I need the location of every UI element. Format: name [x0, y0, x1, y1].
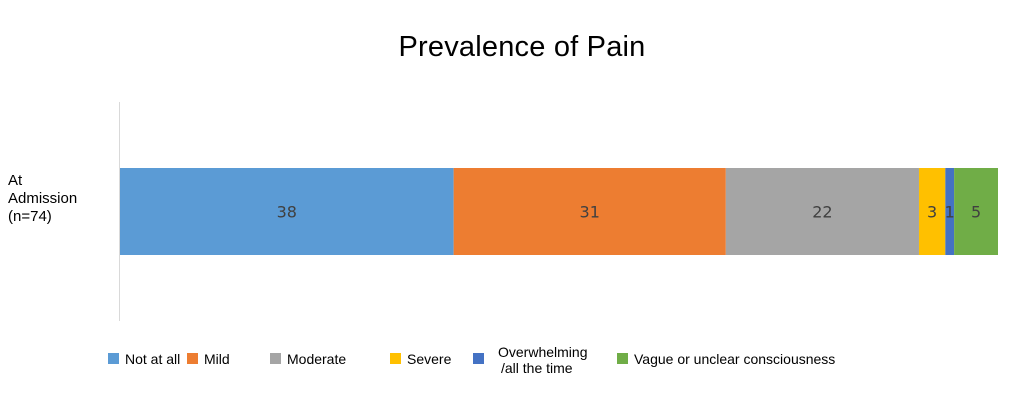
legend-swatch [270, 353, 281, 364]
legend-label-line: /all the time [501, 360, 573, 376]
data-label: 22 [812, 203, 832, 222]
bar-segment [954, 168, 998, 255]
legend-label-line: Overwhelming [498, 344, 588, 360]
category-label-line: At [8, 172, 23, 189]
data-label: 3 [927, 203, 937, 222]
legend-swatch [187, 353, 198, 364]
legend-swatch [617, 353, 628, 364]
data-label: 1 [945, 203, 955, 222]
legend-label: Not at all [125, 351, 181, 367]
legend-swatch [390, 353, 401, 364]
bar-segment [918, 168, 946, 255]
category-label-line: Admission [8, 190, 78, 207]
legend-label: Severe [407, 351, 452, 367]
data-label: 5 [971, 203, 981, 222]
bar-segment [945, 168, 955, 255]
legend-label: Vague or unclear consciousness [634, 351, 836, 367]
legend-label: Mild [204, 351, 230, 367]
legend-swatch [473, 353, 484, 364]
bar-segment [725, 168, 919, 255]
category-label-line: (n=74) [8, 208, 52, 225]
legend-label: Moderate [287, 351, 347, 367]
data-label: 38 [277, 203, 297, 222]
legend-label: Overwhelming/all the time [498, 344, 587, 376]
y-axis-category-label: At Admission (n=74) [8, 172, 108, 226]
legend-swatch [108, 353, 119, 364]
bar-segment [120, 168, 454, 255]
chart-title: Prevalence of Pain [398, 31, 646, 63]
bar-stack: 38 31 22 3 1 5 [120, 168, 998, 255]
data-label: 31 [580, 203, 600, 222]
bar-segment [453, 168, 726, 255]
